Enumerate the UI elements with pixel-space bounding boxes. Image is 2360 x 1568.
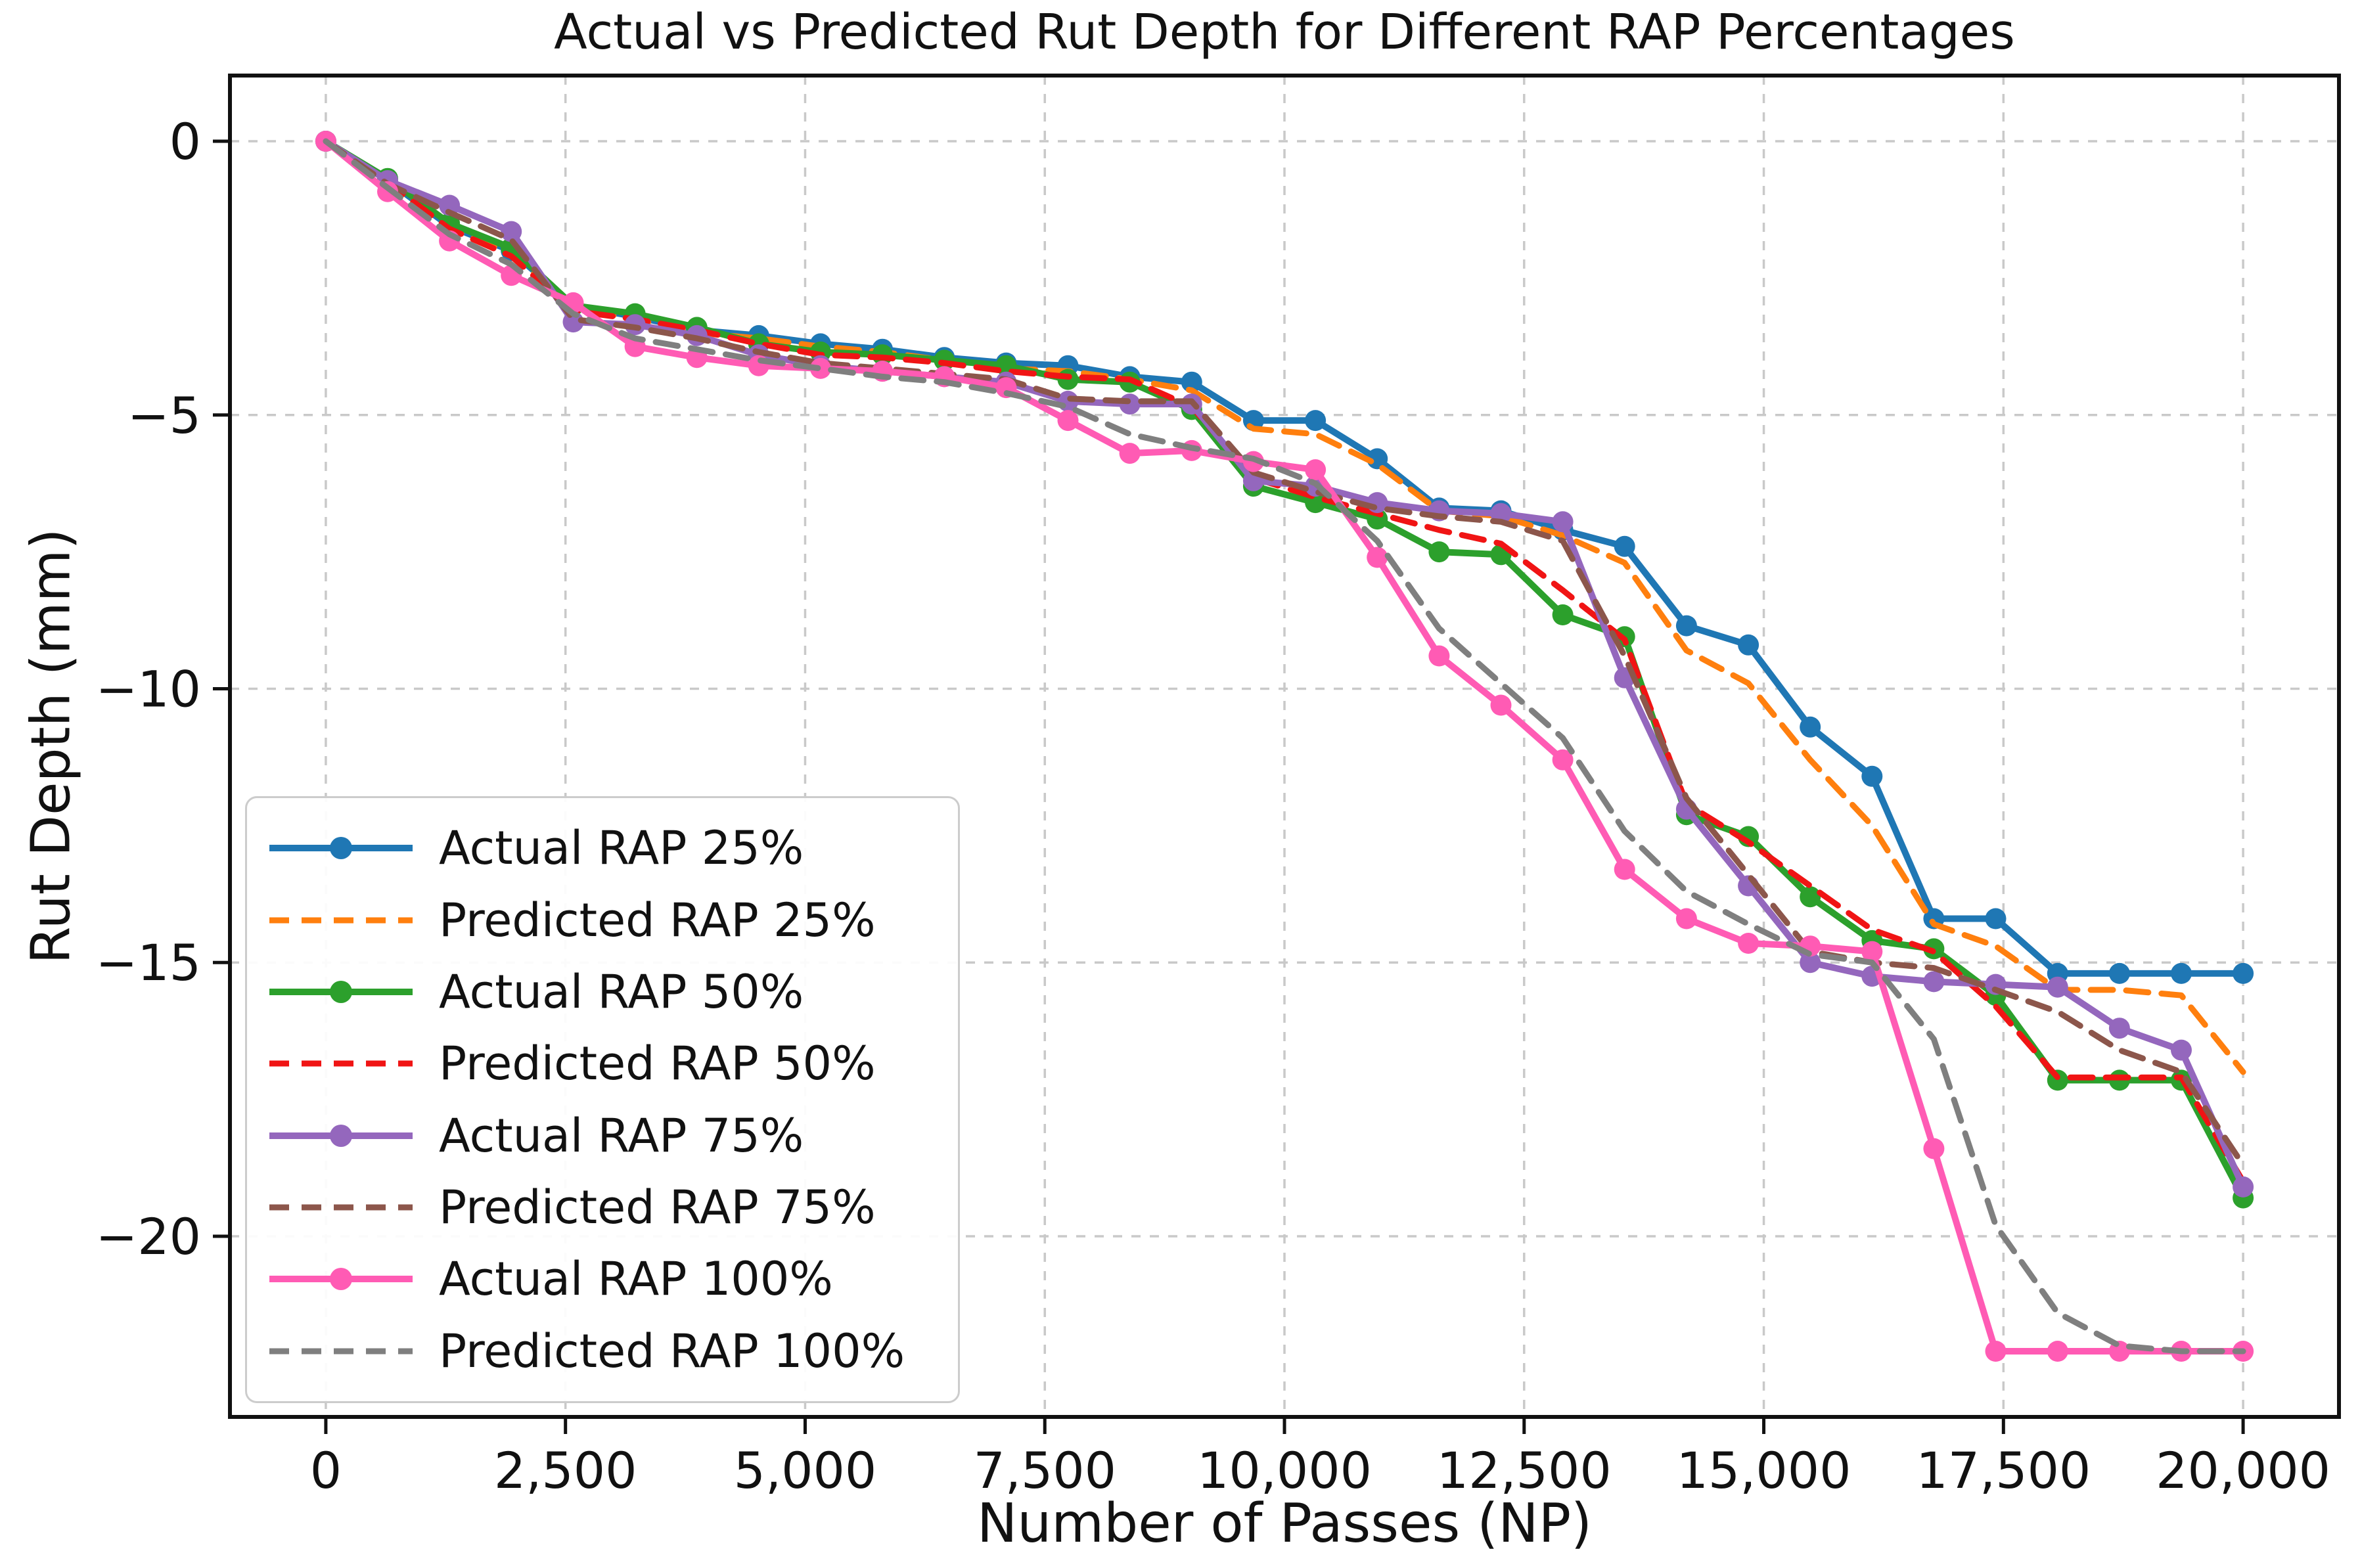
data-point-marker-actual-rap-75 [1119,393,1141,415]
series-line-predicted-rap-75 [323,138,2246,1169]
legend-marker [330,1268,352,1291]
data-point-marker-actual-rap-25 [2171,962,2192,984]
data-point-marker-actual-rap-100 [1861,941,1883,962]
legend-sample-predicted-rap-50 [269,1060,413,1067]
data-point-marker-actual-rap-25 [1985,908,2007,930]
legend-item-predicted-rap-75: Predicted RAP 75% [265,1179,940,1236]
x-tick-label: 2,500 [494,1441,637,1500]
data-point-marker-actual-rap-75 [2047,976,2068,998]
data-point-marker-actual-rap-25 [2108,962,2130,984]
legend-item-actual-rap-50: Actual RAP 50% [265,964,940,1020]
series-line-predicted-rap-100 [323,138,2246,1355]
y-axis-label: Rut Depth (mm) [20,528,83,964]
legend-label: Predicted RAP 75% [439,1180,876,1234]
legend-label: Actual RAP 100% [439,1252,833,1307]
data-point-marker-actual-rap-75 [439,194,461,216]
legend-sample-predicted-rap-75 [269,1204,413,1211]
legend-sample-predicted-rap-100 [269,1348,413,1355]
legend-item-actual-rap-100: Actual RAP 100% [265,1251,940,1307]
data-point-marker-actual-rap-25 [2233,962,2254,984]
x-tick-label: 5,000 [734,1441,877,1500]
legend-sample-actual-rap-25 [269,837,413,860]
data-point-marker-actual-rap-25 [1181,371,1202,393]
data-point-marker-actual-rap-100 [1614,859,1635,880]
legend-label: Predicted RAP 50% [439,1037,876,1091]
data-point-marker-actual-rap-75 [2171,1039,2192,1061]
legend-label: Predicted RAP 100% [439,1324,905,1378]
data-point-marker-actual-rap-25 [1861,765,1883,787]
legend-label: Predicted RAP 25% [439,893,876,947]
y-tick-label: −20 [96,1207,201,1266]
data-point-marker-actual-rap-75 [501,221,522,242]
x-axis-label: Number of Passes (NP) [976,1492,1593,1555]
data-point-marker-actual-rap-100 [1305,459,1327,481]
y-tick-label: −10 [96,660,201,718]
data-point-marker-actual-rap-100 [1738,933,1759,954]
data-point-marker-actual-rap-25 [1614,535,1635,557]
legend-sample-predicted-rap-25 [269,917,413,924]
x-tick-label: 0 [310,1441,342,1500]
legend-label: Actual RAP 25% [439,821,804,876]
legend-marker [330,1124,352,1147]
legend-label: Actual RAP 75% [439,1108,804,1163]
data-point-marker-actual-rap-75 [2233,1176,2254,1198]
x-tick-label: 20,000 [2156,1441,2330,1500]
data-point-marker-actual-rap-100 [1367,547,1388,568]
legend-item-actual-rap-75: Actual RAP 75% [265,1108,940,1164]
legend-sample-actual-rap-100 [269,1268,413,1291]
legend-sample-actual-rap-50 [269,980,413,1003]
x-tick-label: 15,000 [1677,1441,1851,1500]
data-point-marker-actual-rap-75 [1923,971,1945,993]
data-point-marker-actual-rap-75 [2108,1018,2130,1039]
x-tick-label: 12,500 [1437,1441,1612,1500]
data-point-marker-actual-rap-50 [1428,541,1450,563]
y-tick-label: 0 [170,112,201,171]
data-point-marker-actual-rap-25 [1675,615,1697,637]
legend-item-predicted-rap-50: Predicted RAP 50% [265,1035,940,1092]
legend-item-actual-rap-25: Actual RAP 25% [265,820,940,876]
data-point-marker-actual-rap-100 [2047,1341,2068,1362]
legend-sample-actual-rap-75 [269,1124,413,1147]
x-tick-label: 10,000 [1197,1441,1372,1500]
data-point-marker-actual-rap-100 [1985,1341,2007,1362]
x-tick-label: 17,500 [1916,1441,2091,1500]
data-point-marker-actual-rap-75 [1800,952,1821,974]
chart-title: Actual vs Predicted Rut Depth for Differ… [554,4,2015,60]
data-point-marker-actual-rap-100 [1490,694,1512,716]
data-point-marker-actual-rap-100 [1552,749,1574,771]
data-point-marker-actual-rap-100 [1119,443,1141,464]
data-point-marker-actual-rap-100 [1923,1138,1945,1159]
y-tick-label: −5 [127,386,201,445]
legend-item-predicted-rap-25: Predicted RAP 25% [265,892,940,949]
legend-marker [330,837,352,860]
data-point-marker-actual-rap-100 [1428,645,1450,667]
legend: Actual RAP 25% Predicted RAP 25% Actual RA… [245,796,960,1403]
legend-item-predicted-rap-100: Predicted RAP 100% [265,1323,940,1379]
legend-label: Actual RAP 50% [439,964,804,1019]
data-point-marker-actual-rap-25 [1800,716,1821,738]
data-point-marker-actual-rap-25 [1738,634,1759,656]
data-point-marker-actual-rap-75 [1552,511,1574,533]
data-point-marker-actual-rap-100 [1675,908,1697,930]
data-point-marker-actual-rap-100 [1057,410,1079,432]
data-point-marker-actual-rap-50 [1800,886,1821,908]
legend-marker [330,980,352,1003]
x-tick-label: 7,500 [973,1441,1116,1500]
data-point-marker-actual-rap-25 [1305,410,1327,432]
y-tick-label: −15 [96,933,201,992]
series-line-predicted-rap-50 [323,138,2246,1185]
data-point-marker-actual-rap-50 [1552,604,1574,625]
